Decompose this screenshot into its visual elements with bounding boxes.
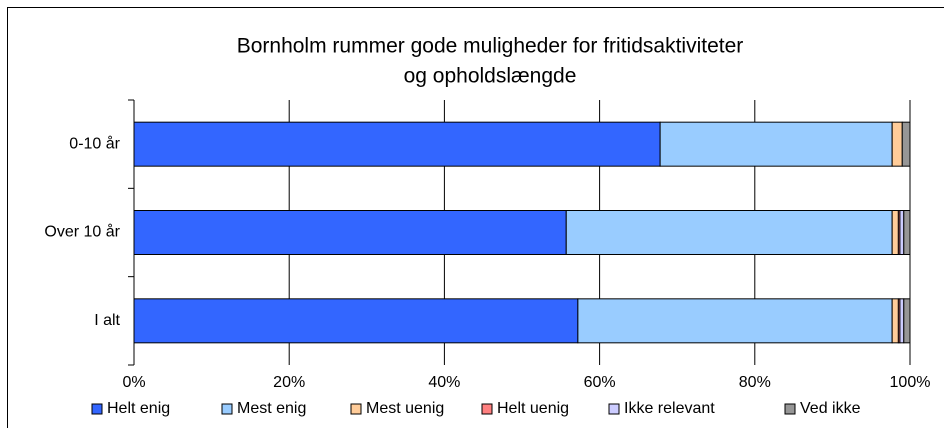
legend-label: Ved ikke	[800, 400, 861, 417]
legend-swatch	[481, 403, 493, 415]
bar-segment	[891, 210, 899, 255]
legend-swatch	[608, 403, 620, 415]
x-tick-label: 20%	[273, 374, 305, 391]
x-tick-label: 40%	[428, 374, 460, 391]
bar-segment	[133, 210, 567, 255]
bar-segment	[133, 298, 579, 344]
chart-title: Bornholm rummer gode muligheder for frit…	[237, 35, 744, 58]
legend-swatch	[784, 403, 796, 415]
x-tick-label: 80%	[739, 374, 771, 391]
legend-swatch	[350, 403, 362, 415]
bar-segment	[903, 298, 911, 344]
bar-segment	[899, 210, 905, 255]
bar-segment	[899, 298, 905, 344]
bar-segment	[901, 121, 911, 167]
bar-segment	[903, 210, 911, 255]
legend-label: Mest uenig	[366, 400, 444, 417]
legend-label: Mest enig	[237, 400, 306, 417]
y-tick-label: 0-10 år	[69, 134, 120, 152]
legend-label: Helt uenig	[497, 400, 569, 417]
legend-label: Ikke relevant	[624, 400, 715, 417]
bar-segment	[577, 298, 893, 344]
legend-swatch	[221, 403, 233, 415]
y-tick-label: I alt	[94, 312, 120, 329]
bar-segment	[565, 210, 893, 255]
bar-segment	[891, 121, 903, 167]
legend-swatch	[91, 403, 103, 415]
x-tick-label: 60%	[584, 374, 616, 391]
bar-segment	[891, 298, 899, 344]
chart-title: og opholdslængde	[404, 65, 577, 88]
bar-segment	[659, 121, 893, 167]
bar-segment	[133, 121, 661, 167]
y-tick-label: Over 10 år	[44, 223, 120, 241]
x-tick-label: 100%	[890, 374, 931, 391]
x-tick-label: 0%	[122, 374, 145, 391]
legend-label: Helt enig	[107, 400, 170, 417]
